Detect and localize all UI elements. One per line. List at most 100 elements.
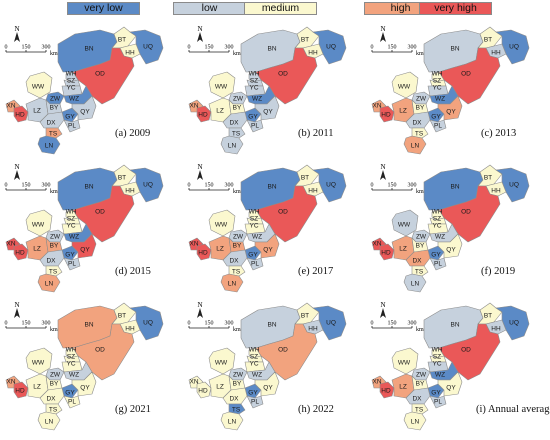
region-label-ww: WW <box>215 222 228 229</box>
region-label-gy: GY <box>431 252 441 259</box>
scale-label: 150 <box>22 321 31 327</box>
region-label-ww: WW <box>32 84 45 91</box>
scale-label: 150 <box>388 321 397 327</box>
region-label-ln: LN <box>45 143 54 150</box>
region-label-ww: WW <box>398 360 411 367</box>
scale-unit: km <box>416 51 424 57</box>
region-pl <box>429 395 447 409</box>
region-label-ln: LN <box>228 281 237 288</box>
scale-label: 150 <box>205 321 214 327</box>
region-yc <box>244 85 266 97</box>
region-pl <box>429 257 447 271</box>
region-label-dx: DX <box>46 258 56 265</box>
region-label-uq: UQ <box>509 320 519 327</box>
north-arrow-icon <box>14 170 20 180</box>
region-label-sz: SZ <box>250 354 258 361</box>
region-uq <box>495 167 530 203</box>
region-label-gy: GY <box>65 114 75 121</box>
legend-label-h: high <box>390 2 411 14</box>
region-label-gy: GY <box>248 114 258 121</box>
region-label-qy: QY <box>446 385 456 392</box>
region-label-pl: PL <box>251 261 259 268</box>
region-yc <box>61 361 83 373</box>
region-label-zw: ZW <box>50 96 61 103</box>
region-label-uq: UQ <box>326 320 336 327</box>
region-ln <box>37 411 61 431</box>
region-label-zw: ZW <box>50 234 61 241</box>
region-label-xn: XN <box>189 379 198 386</box>
region-label-bn: BN <box>267 322 276 329</box>
region-label-dx: DX <box>412 258 422 265</box>
legend-label-vh: very high <box>434 2 477 14</box>
region-label-hd: HD <box>381 388 391 395</box>
region-ts <box>411 403 429 415</box>
scale-bar <box>5 50 47 53</box>
scale-unit: km <box>50 327 58 333</box>
region-label-zw: ZW <box>233 234 244 241</box>
scale-bar <box>371 326 413 329</box>
scale-label: 0 <box>5 321 8 327</box>
region-label-xn: XN <box>372 241 381 248</box>
legend-swatch-vl <box>67 2 140 15</box>
region-label-hd: HD <box>198 112 208 119</box>
region-label-ln: LN <box>45 281 54 288</box>
scale-label: 0 <box>371 45 374 51</box>
region-ts <box>45 265 63 277</box>
region-yc <box>244 223 266 235</box>
region-yc <box>244 361 266 373</box>
region-label-hd: HD <box>381 112 391 119</box>
region-label-by: BY <box>50 381 59 388</box>
region-ln <box>403 411 427 431</box>
scale-unit: km <box>416 189 424 195</box>
region-label-hd: HD <box>15 250 25 257</box>
region-label-bt: BT <box>484 313 492 320</box>
scale-label: 150 <box>388 45 397 51</box>
region-yc <box>427 223 449 235</box>
scale-label: 0 <box>371 183 374 189</box>
region-qy <box>437 95 463 121</box>
north-label: N <box>380 25 385 33</box>
region-sz <box>246 217 264 225</box>
north-label: N <box>14 25 19 33</box>
region-label-zw: ZW <box>416 372 427 379</box>
region-label-yc: YC <box>66 223 75 230</box>
legend-swatch-vh <box>419 2 492 15</box>
region-label-ts: TS <box>415 407 424 414</box>
region-ww <box>391 209 419 237</box>
scale-label: 0 <box>5 45 8 51</box>
map-panel: BN BT UQ HH OD WH SZ YC WW ZW WZ XN HD LZ BY GY QY DX PL TS… <box>366 24 548 164</box>
region-label-yc: YC <box>432 361 441 368</box>
north-arrow-icon <box>14 32 20 42</box>
region-label-hd: HD <box>198 250 208 257</box>
scale-unit: km <box>416 327 424 333</box>
region-label-od: OD <box>95 209 105 216</box>
region-label-zw: ZW <box>233 372 244 379</box>
region-label-ww: WW <box>215 84 228 91</box>
region-label-ts: TS <box>232 407 241 414</box>
region-uq <box>312 29 347 65</box>
region-ww <box>391 347 419 375</box>
region-label-zw: ZW <box>233 96 244 103</box>
region-label-bn: BN <box>450 46 459 53</box>
region-ln <box>37 273 61 293</box>
region-hd <box>379 243 395 261</box>
scale-bar <box>371 50 413 53</box>
region-label-bt: BT <box>484 37 492 44</box>
map-panel: BN BT UQ HH OD WH SZ YC WW ZW WZ XN HD LZ BY GY QY DX PL TS… <box>366 300 550 440</box>
region-label-yc: YC <box>432 85 441 92</box>
region-label-ts: TS <box>49 131 58 138</box>
region-label-lz: LZ <box>33 246 41 253</box>
region-label-wz: WZ <box>252 234 262 241</box>
region-label-by: BY <box>416 381 425 388</box>
region-label-by: BY <box>233 381 242 388</box>
region-label-bt: BT <box>301 37 309 44</box>
region-hd <box>196 243 212 261</box>
region-label-hh: HH <box>491 326 501 333</box>
region-label-wh: WH <box>249 209 260 216</box>
scale-unit: km <box>233 327 241 333</box>
region-label-sz: SZ <box>67 216 75 223</box>
region-label-ww: WW <box>32 222 45 229</box>
region-ln <box>220 411 244 431</box>
map-panel: BN BT UQ HH OD WH SZ YC WW ZW WZ XN HD LZ BY GY QY DX PL TS… <box>0 24 182 164</box>
